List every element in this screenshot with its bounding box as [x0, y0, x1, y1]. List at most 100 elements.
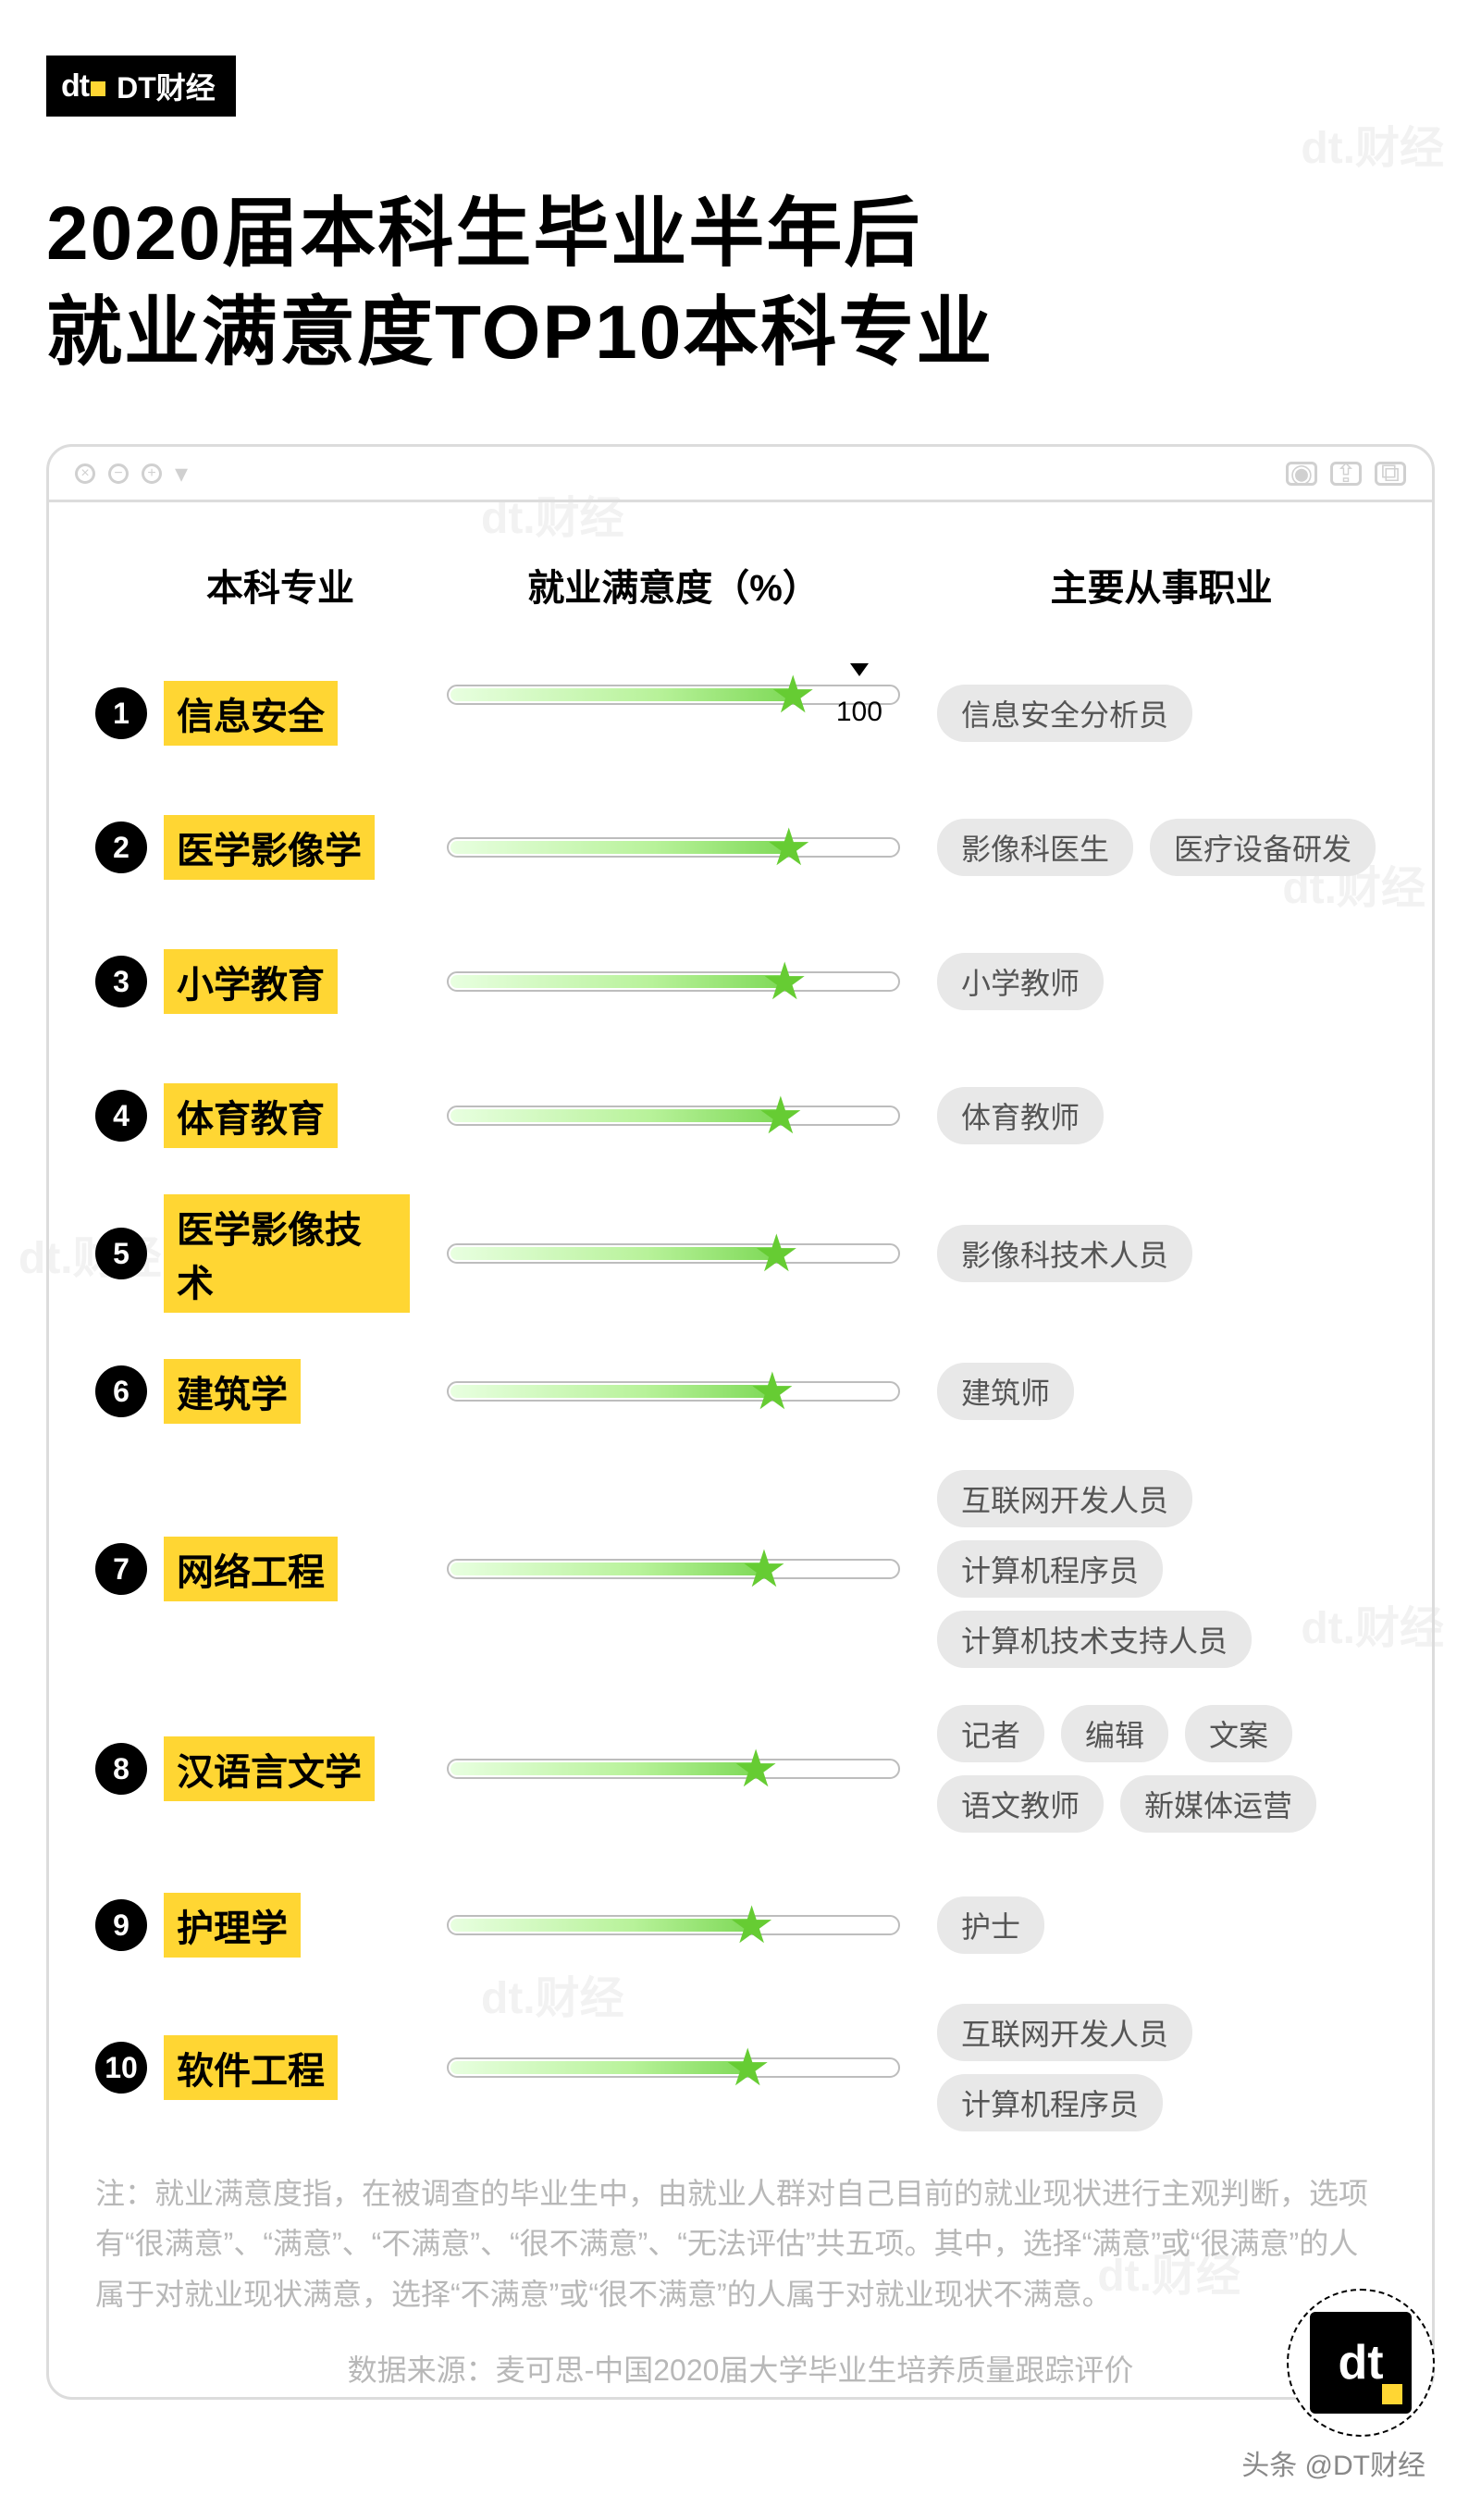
job-pill: 信息安全分析员 [937, 685, 1192, 742]
jobs-cell: 影像科医生医疗设备研发 [937, 819, 1386, 876]
frame-titlebar: × − + ▾ ◉ ⇪ ⧉ [49, 447, 1432, 502]
ranking-row: 8汉语言文学★记者编辑文案语文教师新媒体运营 [95, 1705, 1386, 1833]
job-pill: 护士 [937, 1896, 1044, 1954]
corner-brand-badge: dt [1287, 2289, 1435, 2437]
satisfaction-meter: ★ [447, 1743, 900, 1795]
major-label: 医学影像技术 [164, 1194, 410, 1313]
meter-fill [450, 1385, 773, 1398]
meter-track [447, 1243, 900, 1264]
ranking-row: 6 建筑学 ★ 建筑师 [95, 1336, 1386, 1447]
star-icon: ★ [758, 1090, 804, 1142]
satisfaction-meter: ★100 [447, 669, 900, 721]
job-pill: 医疗设备研发 [1150, 819, 1376, 876]
meter-fill [450, 975, 785, 988]
axis-tick-label: 100 [836, 697, 882, 728]
major-label: 小学教育 [164, 949, 338, 1014]
ranking-row: 5 医学影像技术 ★ 影像科技术人员 [95, 1194, 1386, 1313]
jobs-cell: 建筑师 [937, 1363, 1386, 1420]
window-minus-icon: − [108, 463, 129, 484]
star-icon: ★ [761, 956, 808, 1007]
satisfaction-meter: ★ [447, 1543, 900, 1595]
watermark: dt.财经 [1301, 111, 1444, 176]
window-chevron-icon: ▾ [175, 458, 188, 488]
rank-major-cell: 10 软件工程 [95, 2035, 410, 2100]
job-pill: 计算机技术支持人员 [937, 1611, 1252, 1668]
satisfaction-meter: ★ [447, 1228, 900, 1279]
star-icon: ★ [749, 1365, 796, 1417]
job-pill: 计算机程序员 [937, 2074, 1163, 2131]
satisfaction-meter: ★ [447, 1090, 900, 1142]
star-icon: ★ [753, 1228, 799, 1279]
meter-track [447, 2057, 900, 2078]
axis-tick-icon [850, 663, 869, 676]
major-label: 医学影像学 [164, 815, 375, 880]
major-label: 护理学 [164, 1893, 301, 1958]
rank-badge: 5 [95, 1228, 147, 1279]
rank-badge: 6 [95, 1365, 147, 1417]
job-pill: 影像科医生 [937, 819, 1133, 876]
rank-major-cell: 8 汉语言文学 [95, 1736, 410, 1801]
job-pill: 记者 [937, 1705, 1044, 1762]
job-pill: 互联网开发人员 [937, 1470, 1192, 1527]
infographic-frame: × − + ▾ ◉ ⇪ ⧉ 本科专业 就业满意度（%） 主要从事职业 1信息安全… [46, 444, 1435, 2400]
col-satisfaction: 就业满意度（%） [447, 558, 900, 611]
major-label: 软件工程 [164, 2035, 338, 2100]
ranking-row: 10软件工程★互联网开发人员计算机程序员 [95, 2004, 1386, 2131]
window-close-icon: × [75, 463, 95, 484]
satisfaction-meter: ★ [447, 821, 900, 873]
satisfaction-meter: ★ [447, 1365, 900, 1417]
corner-brand-logo: dt [1310, 2312, 1412, 2414]
star-icon: ★ [729, 1899, 775, 1951]
meter-fill [450, 1247, 777, 1260]
satisfaction-meter: ★ [447, 2042, 900, 2094]
rank-major-cell: 1信息安全 [95, 681, 410, 746]
meter-track [447, 1915, 900, 1935]
jobs-cell: 小学教师 [937, 953, 1386, 1010]
rank-badge: 3 [95, 956, 147, 1007]
rows-container: 1信息安全★100信息安全分析员2医学影像学★影像科医生医疗设备研发3小学教育★… [95, 658, 1386, 2131]
jobs-cell: 信息安全分析员 [937, 685, 1386, 742]
jobs-cell: 影像科技术人员 [937, 1225, 1386, 1282]
window-action-icon: ◉ [1286, 462, 1317, 486]
meter-track [447, 971, 900, 992]
rank-major-cell: 2医学影像学 [95, 815, 410, 880]
meter-fill [450, 1109, 782, 1122]
rank-badge: 9 [95, 1899, 147, 1951]
job-pill: 建筑师 [937, 1363, 1074, 1420]
rank-major-cell: 9 护理学 [95, 1893, 410, 1958]
rank-major-cell: 5 医学影像技术 [95, 1194, 410, 1313]
jobs-cell: 护士 [937, 1896, 1386, 1954]
satisfaction-meter: ★ [447, 956, 900, 1007]
star-icon: ★ [733, 1743, 779, 1795]
satisfaction-meter: ★ [447, 1899, 900, 1951]
brand-logo: dt [61, 68, 105, 105]
rank-badge: 4 [95, 1090, 147, 1142]
job-pill: 影像科技术人员 [937, 1225, 1192, 1282]
brand-badge: dt DT财经 [46, 56, 236, 117]
job-pill: 编辑 [1061, 1705, 1168, 1762]
ranking-row: 2医学影像学 ★ 影像科医生医疗设备研发 [95, 792, 1386, 903]
job-pill: 计算机程序员 [937, 1540, 1163, 1598]
rank-major-cell: 7网络工程 [95, 1537, 410, 1601]
jobs-cell: 互联网开发人员计算机程序员计算机技术支持人员 [937, 1470, 1386, 1668]
job-pill: 体育教师 [937, 1087, 1104, 1144]
major-label: 信息安全 [164, 681, 338, 746]
major-label: 建筑学 [164, 1359, 301, 1424]
meter-track [447, 685, 900, 705]
window-plus-icon: + [142, 463, 162, 484]
rank-badge: 10 [95, 2042, 147, 2094]
job-pill: 新媒体运营 [1120, 1775, 1316, 1833]
meter-track [447, 1759, 900, 1779]
rank-major-cell: 4体育教育 [95, 1083, 410, 1148]
jobs-cell: 体育教师 [937, 1087, 1386, 1144]
major-label: 汉语言文学 [164, 1736, 375, 1801]
rank-badge: 7 [95, 1543, 147, 1595]
ranking-row: 3 小学教育 ★ 小学教师 [95, 926, 1386, 1037]
meter-fill [450, 2061, 749, 2074]
rank-badge: 8 [95, 1743, 147, 1795]
column-headers: 本科专业 就业满意度（%） 主要从事职业 [95, 558, 1386, 611]
title-line-1: 2020届本科生毕业半年后 [46, 185, 1435, 284]
data-source: 数据来源：麦可思-中国2020届大学毕业生培养质量跟踪评价 [95, 2347, 1386, 2390]
ranking-row: 7网络工程 ★ 互联网开发人员计算机程序员计算机技术支持人员 [95, 1470, 1386, 1668]
job-pill: 文案 [1185, 1705, 1292, 1762]
